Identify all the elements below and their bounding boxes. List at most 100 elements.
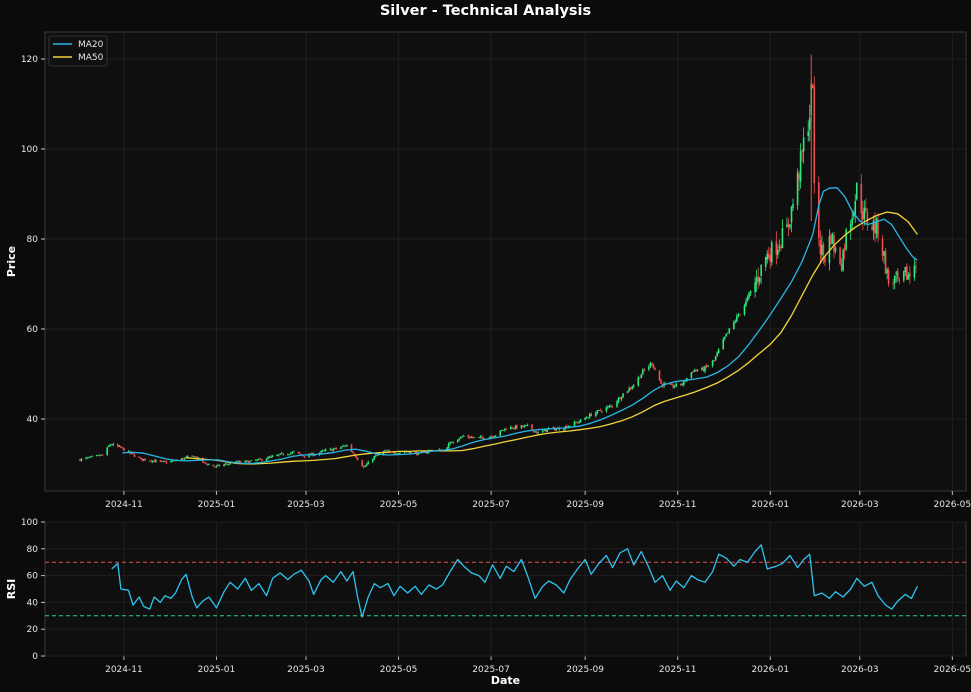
candle-body — [736, 315, 738, 322]
candle-body — [239, 461, 242, 463]
candle-body — [660, 380, 662, 384]
candle-body — [80, 458, 83, 461]
candle-body — [417, 452, 420, 456]
candle-body — [133, 454, 136, 457]
candle-body — [566, 425, 568, 428]
candle-body — [180, 458, 183, 461]
candle-body — [716, 352, 718, 356]
candle-body — [789, 224, 791, 228]
rsi-x-tick-label: 2026-05 — [934, 665, 971, 675]
candle-body — [877, 219, 879, 238]
price-y-tick-label: 100 — [21, 145, 38, 155]
candle-body — [279, 453, 281, 455]
candle-body — [490, 436, 492, 438]
candle-body — [544, 429, 547, 432]
candle-body — [450, 442, 453, 443]
candle-body — [871, 227, 873, 229]
candle-body — [332, 448, 335, 451]
candle-body — [643, 369, 646, 371]
candle-body — [456, 439, 459, 442]
candle-body — [367, 461, 369, 465]
candle-body — [208, 464, 210, 466]
candle-body — [247, 460, 250, 463]
candle-body — [734, 320, 737, 323]
candle-body — [673, 386, 676, 388]
candle-body — [802, 137, 805, 152]
candle-body — [261, 459, 263, 461]
candle-body — [117, 444, 119, 447]
candle-body — [91, 456, 93, 458]
candle-body — [576, 422, 579, 424]
candle-body — [569, 425, 571, 427]
candle-body — [132, 453, 134, 455]
candle-body — [86, 457, 89, 459]
candle-body — [107, 445, 110, 448]
candle-body — [151, 460, 154, 462]
rsi-x-tick-label: 2025-03 — [287, 665, 325, 675]
candle-body — [754, 282, 756, 293]
candle-body — [743, 305, 746, 315]
rsi-x-tick-label: 2025-11 — [659, 665, 697, 675]
candle-body — [892, 283, 894, 285]
candle-body — [403, 451, 406, 453]
candle-body — [874, 222, 876, 233]
candle-body — [821, 244, 823, 256]
candle-body — [227, 464, 230, 465]
candle-body — [511, 427, 514, 429]
candle-body — [739, 314, 741, 316]
candle-body — [915, 266, 917, 268]
rsi-y-tick-label: 0 — [32, 652, 38, 662]
candle-body — [672, 384, 674, 388]
candle-body — [909, 273, 911, 277]
candle-body — [290, 452, 292, 455]
candle-body — [681, 384, 684, 386]
candle-body — [558, 428, 561, 431]
candle-body — [778, 247, 781, 249]
candle-body — [913, 265, 916, 278]
candle-body — [780, 246, 782, 249]
candle-body — [458, 438, 461, 441]
candle-body — [769, 255, 772, 262]
candle-body — [388, 450, 391, 452]
candle-body — [831, 234, 834, 244]
candle-body — [884, 250, 887, 274]
candle-body — [286, 454, 289, 456]
candle-body — [361, 460, 363, 467]
candle-body — [510, 427, 512, 430]
candle-body — [299, 453, 301, 454]
candle-body — [89, 456, 92, 458]
candle-body — [258, 458, 260, 460]
candle-body — [637, 377, 640, 386]
price-x-tick-label: 2025-01 — [198, 500, 236, 510]
candle-body — [291, 451, 294, 453]
candle-body — [746, 297, 749, 301]
candle-body — [579, 419, 582, 423]
candle-body — [723, 336, 726, 339]
candle-body — [323, 450, 325, 452]
candle-body — [321, 450, 324, 452]
candle-body — [191, 455, 193, 457]
candle-body — [640, 374, 643, 379]
candle-body — [192, 455, 195, 458]
candle-body — [757, 276, 759, 282]
candle-body — [341, 446, 344, 447]
candle-body — [790, 206, 793, 223]
candle-body — [904, 266, 907, 272]
candle-body — [834, 248, 837, 252]
candle-body — [822, 244, 825, 255]
candle-body — [409, 451, 412, 454]
candle-body — [601, 411, 603, 413]
candle-body — [875, 218, 878, 234]
candle-body — [425, 452, 427, 454]
candle-body — [459, 436, 462, 439]
candle-body — [364, 466, 366, 468]
candle-body — [701, 367, 703, 371]
rsi-x-tick-label: 2025-09 — [566, 665, 604, 675]
candle-body — [259, 458, 262, 460]
candle-body — [282, 453, 285, 455]
candle-body — [692, 371, 694, 373]
candle-body — [573, 421, 576, 427]
candle-body — [171, 460, 174, 462]
candle-body — [218, 464, 221, 467]
